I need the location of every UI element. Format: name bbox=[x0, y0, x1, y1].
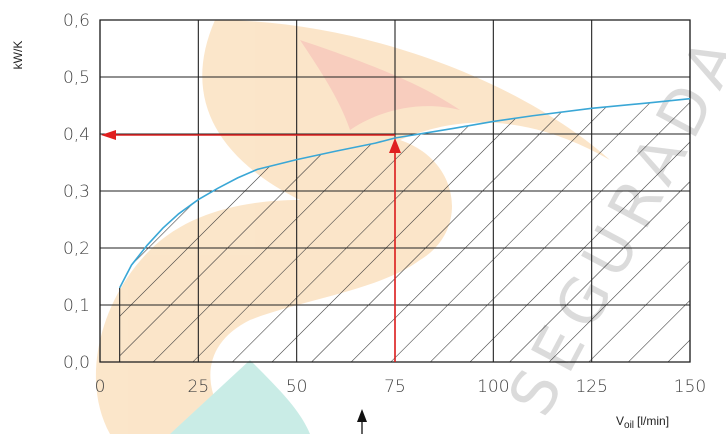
x-tick-label-2: 50 bbox=[286, 377, 308, 397]
x-tick-label-1: 25 bbox=[188, 377, 210, 397]
x-axis-label-unit: [l/min] bbox=[637, 414, 669, 428]
y-axis-label: kW/K bbox=[11, 41, 25, 70]
annotations bbox=[101, 130, 401, 362]
annotation-left-arrowhead bbox=[101, 130, 116, 140]
y-tick-label-5: 0,5 bbox=[63, 68, 90, 88]
x-axis-label: Voil [l/min] bbox=[616, 414, 669, 431]
x-tick-label-6: 150 bbox=[674, 377, 706, 397]
watermark-teal-shape bbox=[170, 360, 310, 434]
y-tick-label-4: 0,4 bbox=[63, 125, 90, 145]
annotation-up-arrowhead bbox=[389, 138, 401, 153]
x-tick-labels: 0 25 50 75 100 125 150 bbox=[95, 377, 707, 397]
series-line bbox=[118, 97, 691, 289]
watermark-red-shape bbox=[300, 40, 460, 130]
pointer-arrow bbox=[357, 409, 367, 434]
y-tick-label-3: 0,3 bbox=[63, 182, 90, 202]
y-tick-label-0: 0,0 bbox=[63, 353, 90, 373]
y-tick-label-1: 0,1 bbox=[63, 296, 90, 316]
x-tick-label-4: 100 bbox=[477, 377, 509, 397]
y-tick-labels: 0,0 0,1 0,2 0,3 0,4 0,5 0,6 bbox=[63, 11, 90, 373]
x-tick-label-3: 75 bbox=[384, 377, 406, 397]
x-axis-label-main: V bbox=[616, 414, 624, 428]
x-tick-label-0: 0 bbox=[95, 377, 106, 397]
hatched-region bbox=[119, 98, 690, 362]
x-axis-label-sub: oil bbox=[624, 420, 634, 431]
y-tick-label-6: 0,6 bbox=[63, 11, 90, 31]
x-tick-label-5: 125 bbox=[575, 377, 607, 397]
y-tick-label-2: 0,2 bbox=[63, 239, 90, 259]
